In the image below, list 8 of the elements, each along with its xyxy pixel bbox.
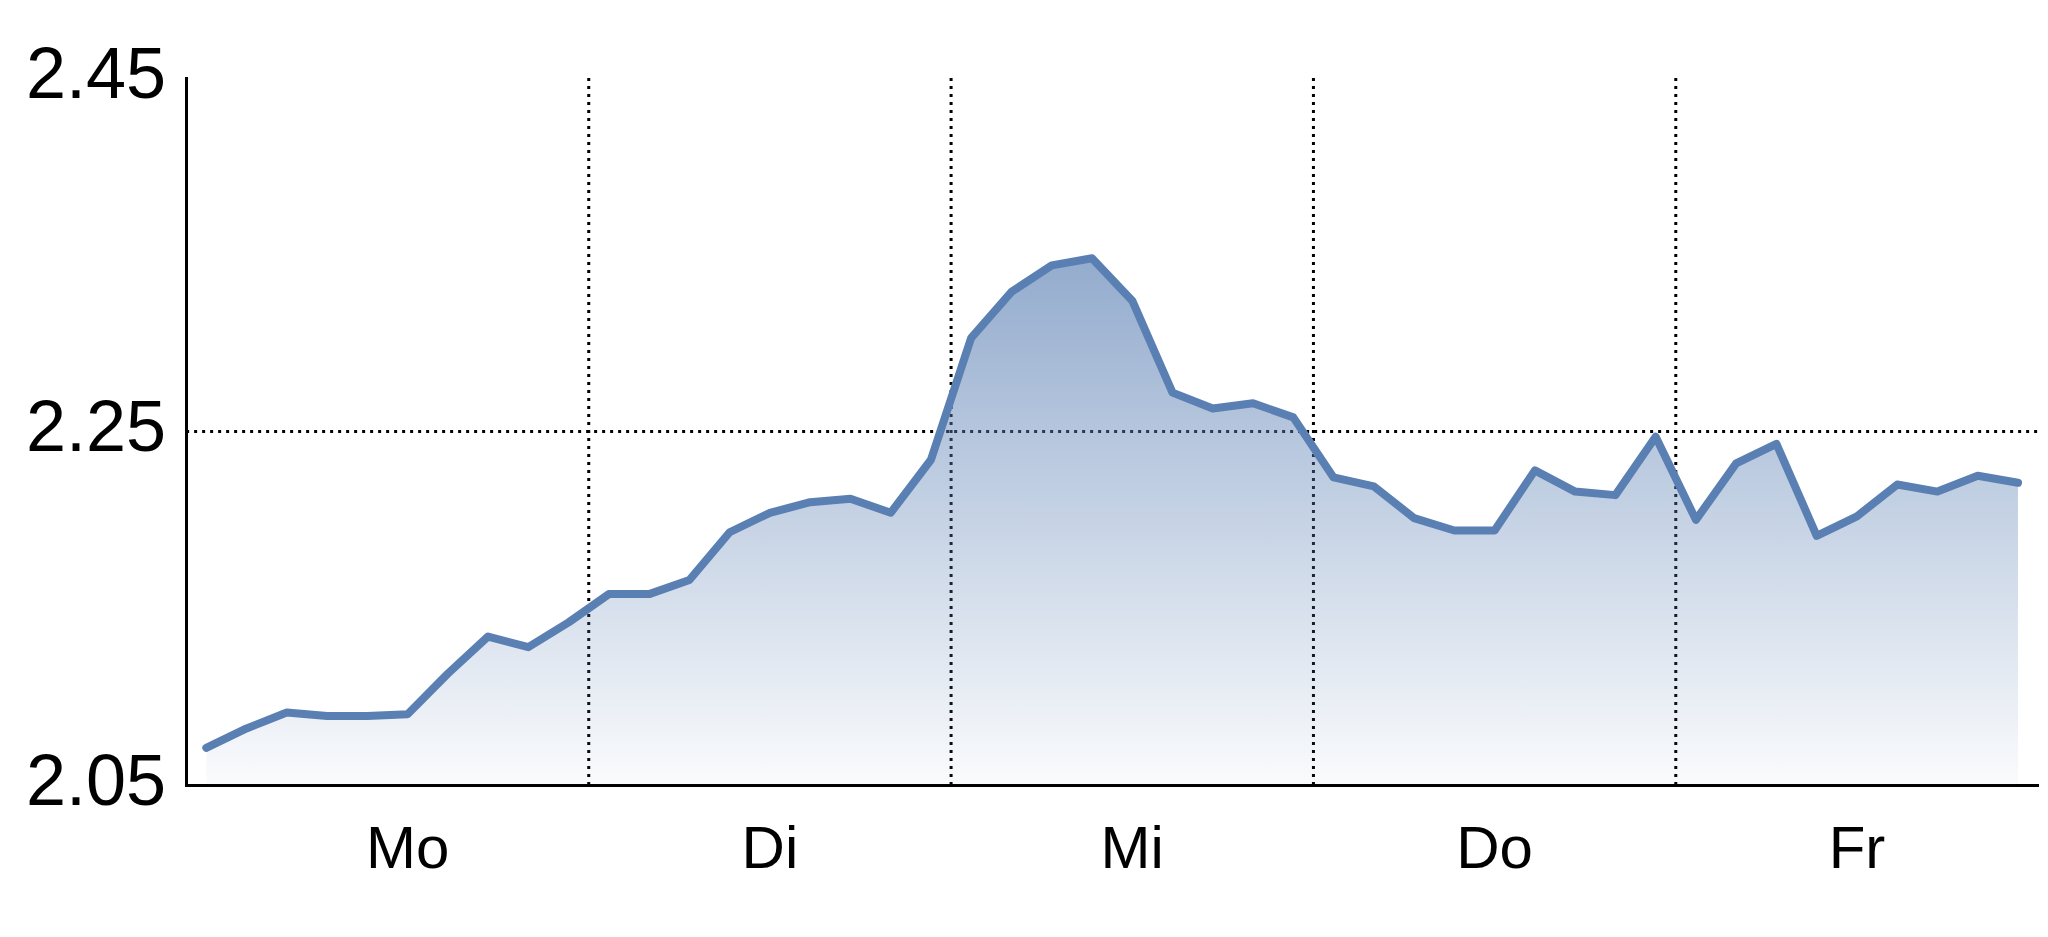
y-tick-label: 2.25 bbox=[25, 386, 167, 467]
x-tick-label: Do bbox=[1456, 813, 1533, 881]
x-tick-label: Mo bbox=[365, 813, 450, 881]
x-tick-label: Fr bbox=[1828, 813, 1886, 881]
x-tick-label: Mi bbox=[1100, 813, 1164, 881]
y-tick-label: 2.45 bbox=[25, 32, 167, 113]
x-tick-label: Di bbox=[741, 813, 799, 881]
y-tick-label: 2.05 bbox=[25, 739, 167, 820]
